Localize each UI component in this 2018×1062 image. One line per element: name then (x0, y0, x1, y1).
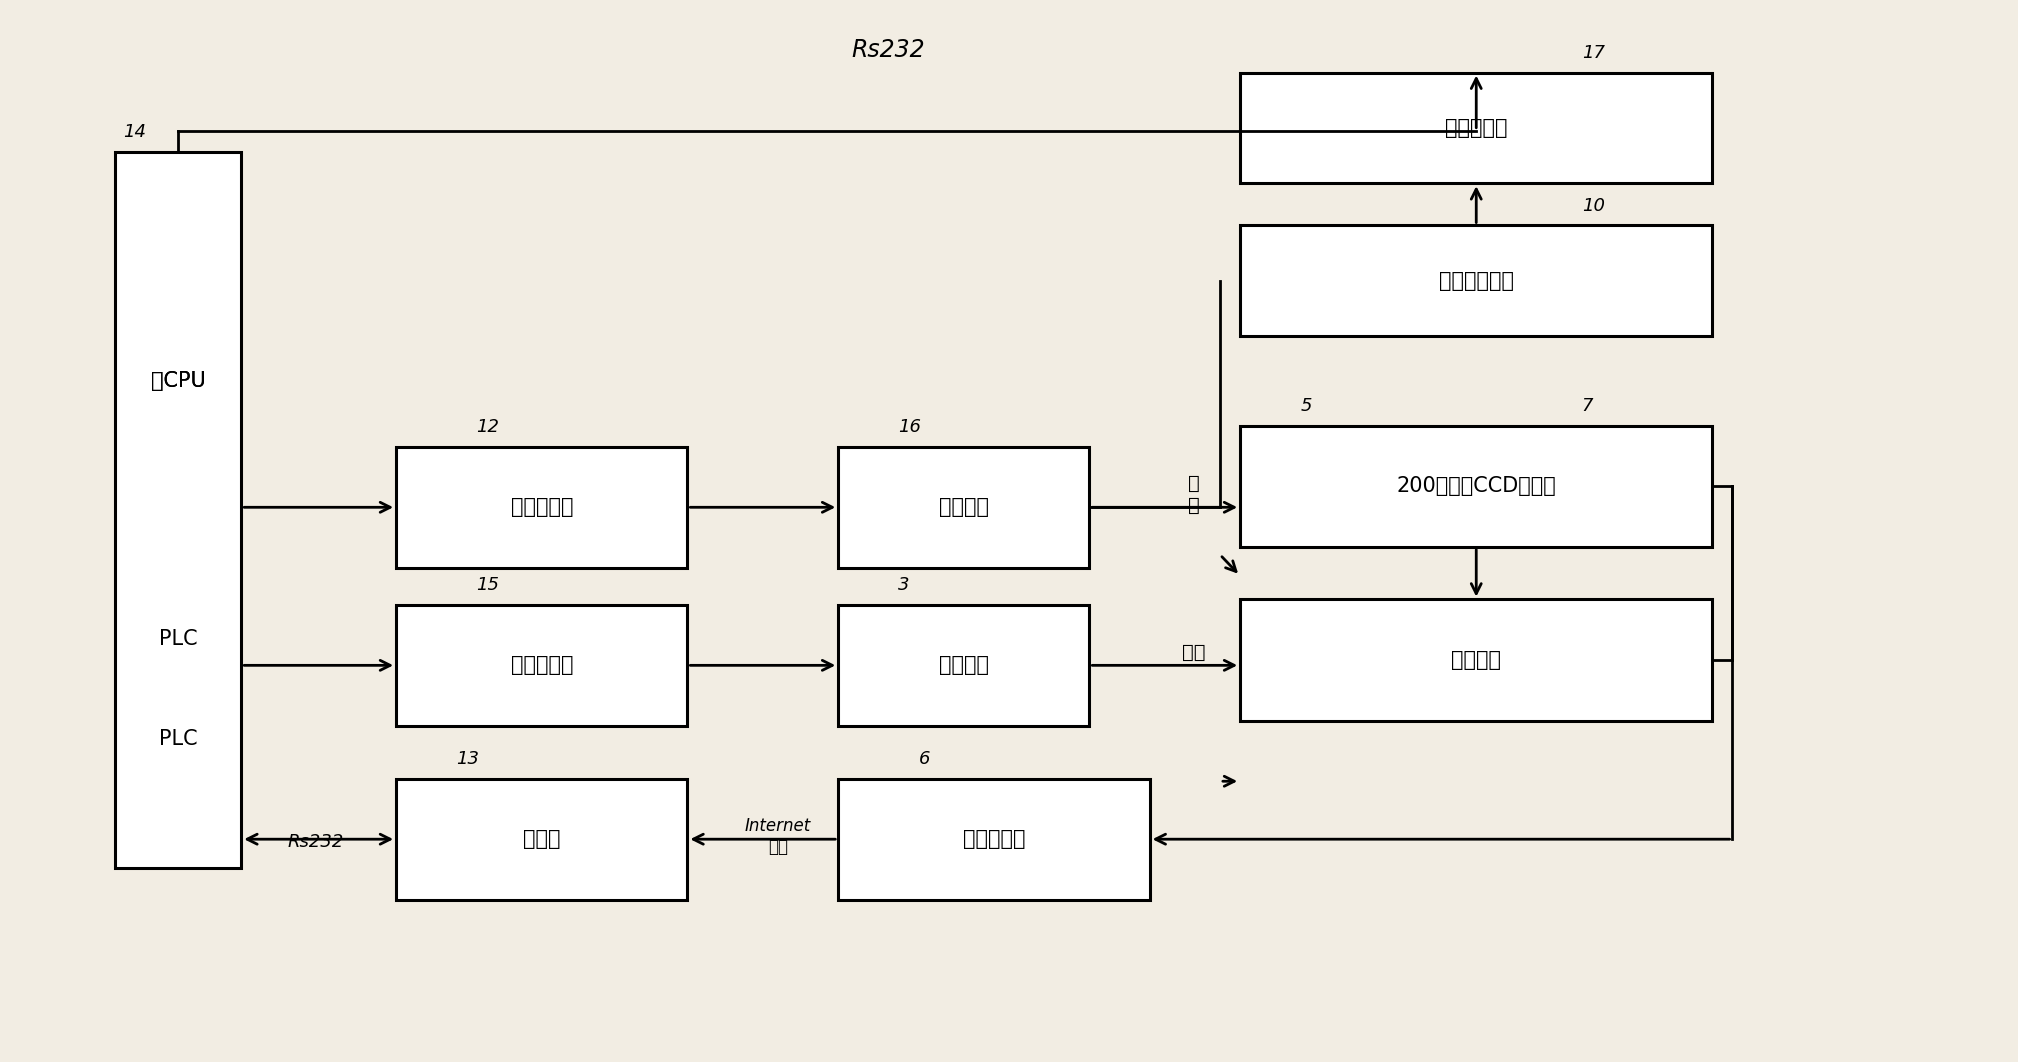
Bar (396, 447, 688, 568)
Text: 200万像素CCD及镜头: 200万像素CCD及镜头 (1396, 476, 1556, 496)
Text: 主CPU: 主CPU (151, 371, 206, 391)
Text: Internet
通讯: Internet 通讯 (745, 817, 811, 856)
Text: PLC: PLC (159, 629, 198, 649)
Bar (396, 778, 688, 900)
Text: Rs232: Rs232 (287, 833, 343, 851)
Text: 步进电机: 步进电机 (938, 655, 989, 675)
Bar (1241, 225, 1713, 336)
Text: 移
动: 移 动 (1189, 474, 1201, 515)
Bar (1241, 72, 1713, 184)
Bar (115, 152, 242, 868)
Text: 伺服电机: 伺服电机 (938, 497, 989, 517)
Text: 5: 5 (1300, 397, 1312, 415)
Text: 7: 7 (1582, 397, 1594, 415)
Text: 旋转: 旋转 (1183, 643, 1205, 662)
Text: 17: 17 (1582, 45, 1604, 62)
Bar (837, 447, 1090, 568)
Text: 光栅控制器: 光栅控制器 (1445, 118, 1507, 138)
Text: 3: 3 (898, 577, 910, 595)
Text: 14: 14 (123, 123, 145, 141)
Bar (837, 778, 1150, 900)
Text: 6: 6 (918, 750, 930, 768)
Text: PLC: PLC (159, 730, 198, 749)
Text: 影像控制器: 影像控制器 (963, 829, 1025, 850)
Text: 伺服控制器: 伺服控制器 (511, 497, 573, 517)
Text: 16: 16 (898, 418, 922, 436)
Text: 高精度光栅尺: 高精度光栅尺 (1439, 271, 1514, 291)
Text: 待测产品: 待测产品 (1451, 650, 1501, 670)
Text: 12: 12 (476, 418, 498, 436)
Bar (1241, 599, 1713, 721)
Text: 10: 10 (1582, 196, 1604, 215)
Text: Rs232: Rs232 (852, 38, 924, 62)
Text: 主CPU: 主CPU (151, 371, 206, 391)
Text: 步进控制器: 步进控制器 (511, 655, 573, 675)
Bar (1241, 426, 1713, 547)
Text: 计算机: 计算机 (523, 829, 561, 850)
Bar (396, 604, 688, 726)
Text: 15: 15 (476, 577, 498, 595)
Bar (837, 604, 1090, 726)
Text: 13: 13 (456, 750, 480, 768)
